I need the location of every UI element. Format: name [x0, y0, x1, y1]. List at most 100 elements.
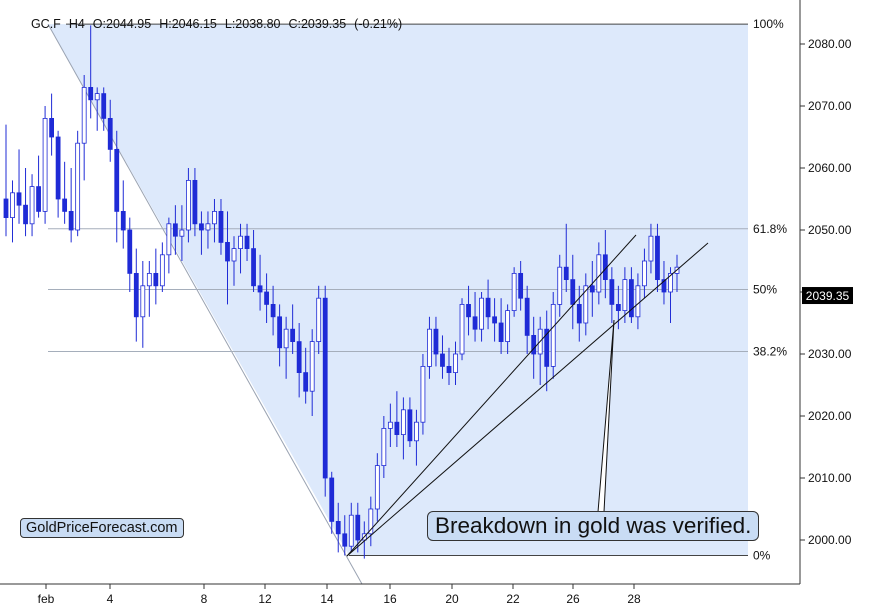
candle-body — [550, 303, 556, 367]
candle-body — [309, 341, 315, 392]
x-tick-label: 20 — [445, 592, 459, 606]
candle-body — [218, 210, 224, 243]
candle-body — [166, 223, 172, 256]
fib-level-label: 38.2% — [753, 345, 787, 359]
candle-body — [381, 427, 387, 466]
candle-body — [655, 235, 660, 280]
candle-body — [342, 533, 348, 547]
x-tick-label: 8 — [201, 592, 208, 606]
candle-body — [159, 254, 165, 287]
candle-body — [186, 179, 191, 231]
candle-body — [10, 192, 15, 219]
candle-body — [153, 272, 159, 287]
candle-body — [257, 285, 263, 293]
candle-body — [453, 353, 458, 374]
candle-body — [622, 279, 628, 312]
candle-body — [557, 266, 563, 305]
candle-body — [524, 297, 530, 336]
candle-body — [531, 334, 537, 355]
close-value: C:2039.35 — [288, 17, 347, 31]
candle-body — [544, 328, 550, 367]
candle-body — [264, 291, 269, 305]
candle-body — [3, 198, 9, 219]
fib-trend-line — [47, 23, 363, 585]
ohlc-header: GC.F H4 O:2044.95 H:2046.15 L:2038.80 C:2039.… — [24, 3, 410, 31]
candle-body — [88, 87, 94, 101]
x-tick-label: 14 — [320, 592, 334, 606]
candle-body — [355, 514, 361, 541]
candle-body — [628, 279, 634, 318]
candle-body — [68, 210, 74, 231]
candle-body — [596, 254, 602, 293]
candle-body — [374, 465, 380, 510]
candle-body — [518, 272, 524, 299]
candle-body — [635, 285, 641, 318]
candle-body — [668, 272, 673, 293]
candle-body — [55, 136, 61, 200]
trendline-steep — [346, 234, 637, 557]
x-tick-label: 28 — [627, 592, 641, 606]
candle-body — [172, 223, 178, 237]
candle-body — [440, 353, 445, 367]
candle-body — [414, 421, 419, 442]
candle-body — [244, 235, 250, 249]
candle-body — [485, 297, 491, 318]
candle-body — [322, 297, 328, 479]
y-tick-label: 2030.00 — [808, 347, 852, 361]
x-tick-label: 22 — [506, 592, 520, 606]
x-tick-label: 26 — [566, 592, 580, 606]
candle-body — [94, 93, 100, 101]
candle-body — [316, 297, 322, 343]
candle-body — [576, 303, 582, 324]
last-price-badge — [802, 287, 853, 305]
candle-body — [511, 272, 517, 311]
candle-body — [146, 272, 152, 287]
candle-body — [648, 235, 654, 262]
candle-body — [368, 508, 374, 535]
candle-body — [192, 179, 198, 225]
fib-level-label: 100% — [753, 17, 784, 31]
candle-body — [609, 279, 615, 305]
y-tick-label: 2010.00 — [808, 471, 852, 485]
candle-body — [81, 87, 87, 144]
candle-body — [472, 316, 478, 330]
candle-body — [303, 372, 309, 392]
candle-body — [615, 303, 621, 311]
candle-body — [101, 93, 107, 119]
candle-body — [23, 204, 28, 225]
x-tick-label: 16 — [383, 592, 397, 606]
candle-body — [348, 514, 354, 547]
candle-body — [661, 279, 667, 293]
y-tick-label: 2020.00 — [808, 409, 852, 423]
candle-body — [563, 266, 569, 281]
candle-body — [407, 409, 413, 442]
candle-body — [387, 421, 393, 429]
candle-body — [498, 322, 504, 343]
candle-body — [400, 409, 406, 435]
annotation-callout: Breakdown in gold was verified. — [427, 511, 760, 541]
candle-body — [459, 303, 465, 355]
candle-body — [505, 310, 511, 343]
candle-body — [120, 210, 126, 231]
candle-body — [642, 260, 647, 287]
candle-body — [107, 118, 113, 150]
candle-body — [427, 328, 432, 367]
candle-body — [212, 210, 217, 225]
candle-body — [231, 248, 237, 262]
fib-level-label: 50% — [753, 283, 777, 297]
high-value: H:2046.15 — [159, 17, 217, 31]
candle-body — [49, 118, 55, 138]
candle-body — [290, 328, 296, 343]
last-price-label: 2039.35 — [806, 289, 850, 303]
candle-body — [127, 229, 133, 274]
candle-body — [446, 365, 452, 373]
candle-body — [62, 198, 68, 212]
fib-level-label: 0% — [753, 549, 771, 563]
fib-level-label: 61.8% — [753, 222, 787, 236]
candle-body — [133, 272, 139, 318]
candle-body — [225, 241, 230, 262]
candle-body — [140, 285, 146, 318]
candle-body — [42, 118, 48, 212]
candle-body — [251, 248, 256, 287]
